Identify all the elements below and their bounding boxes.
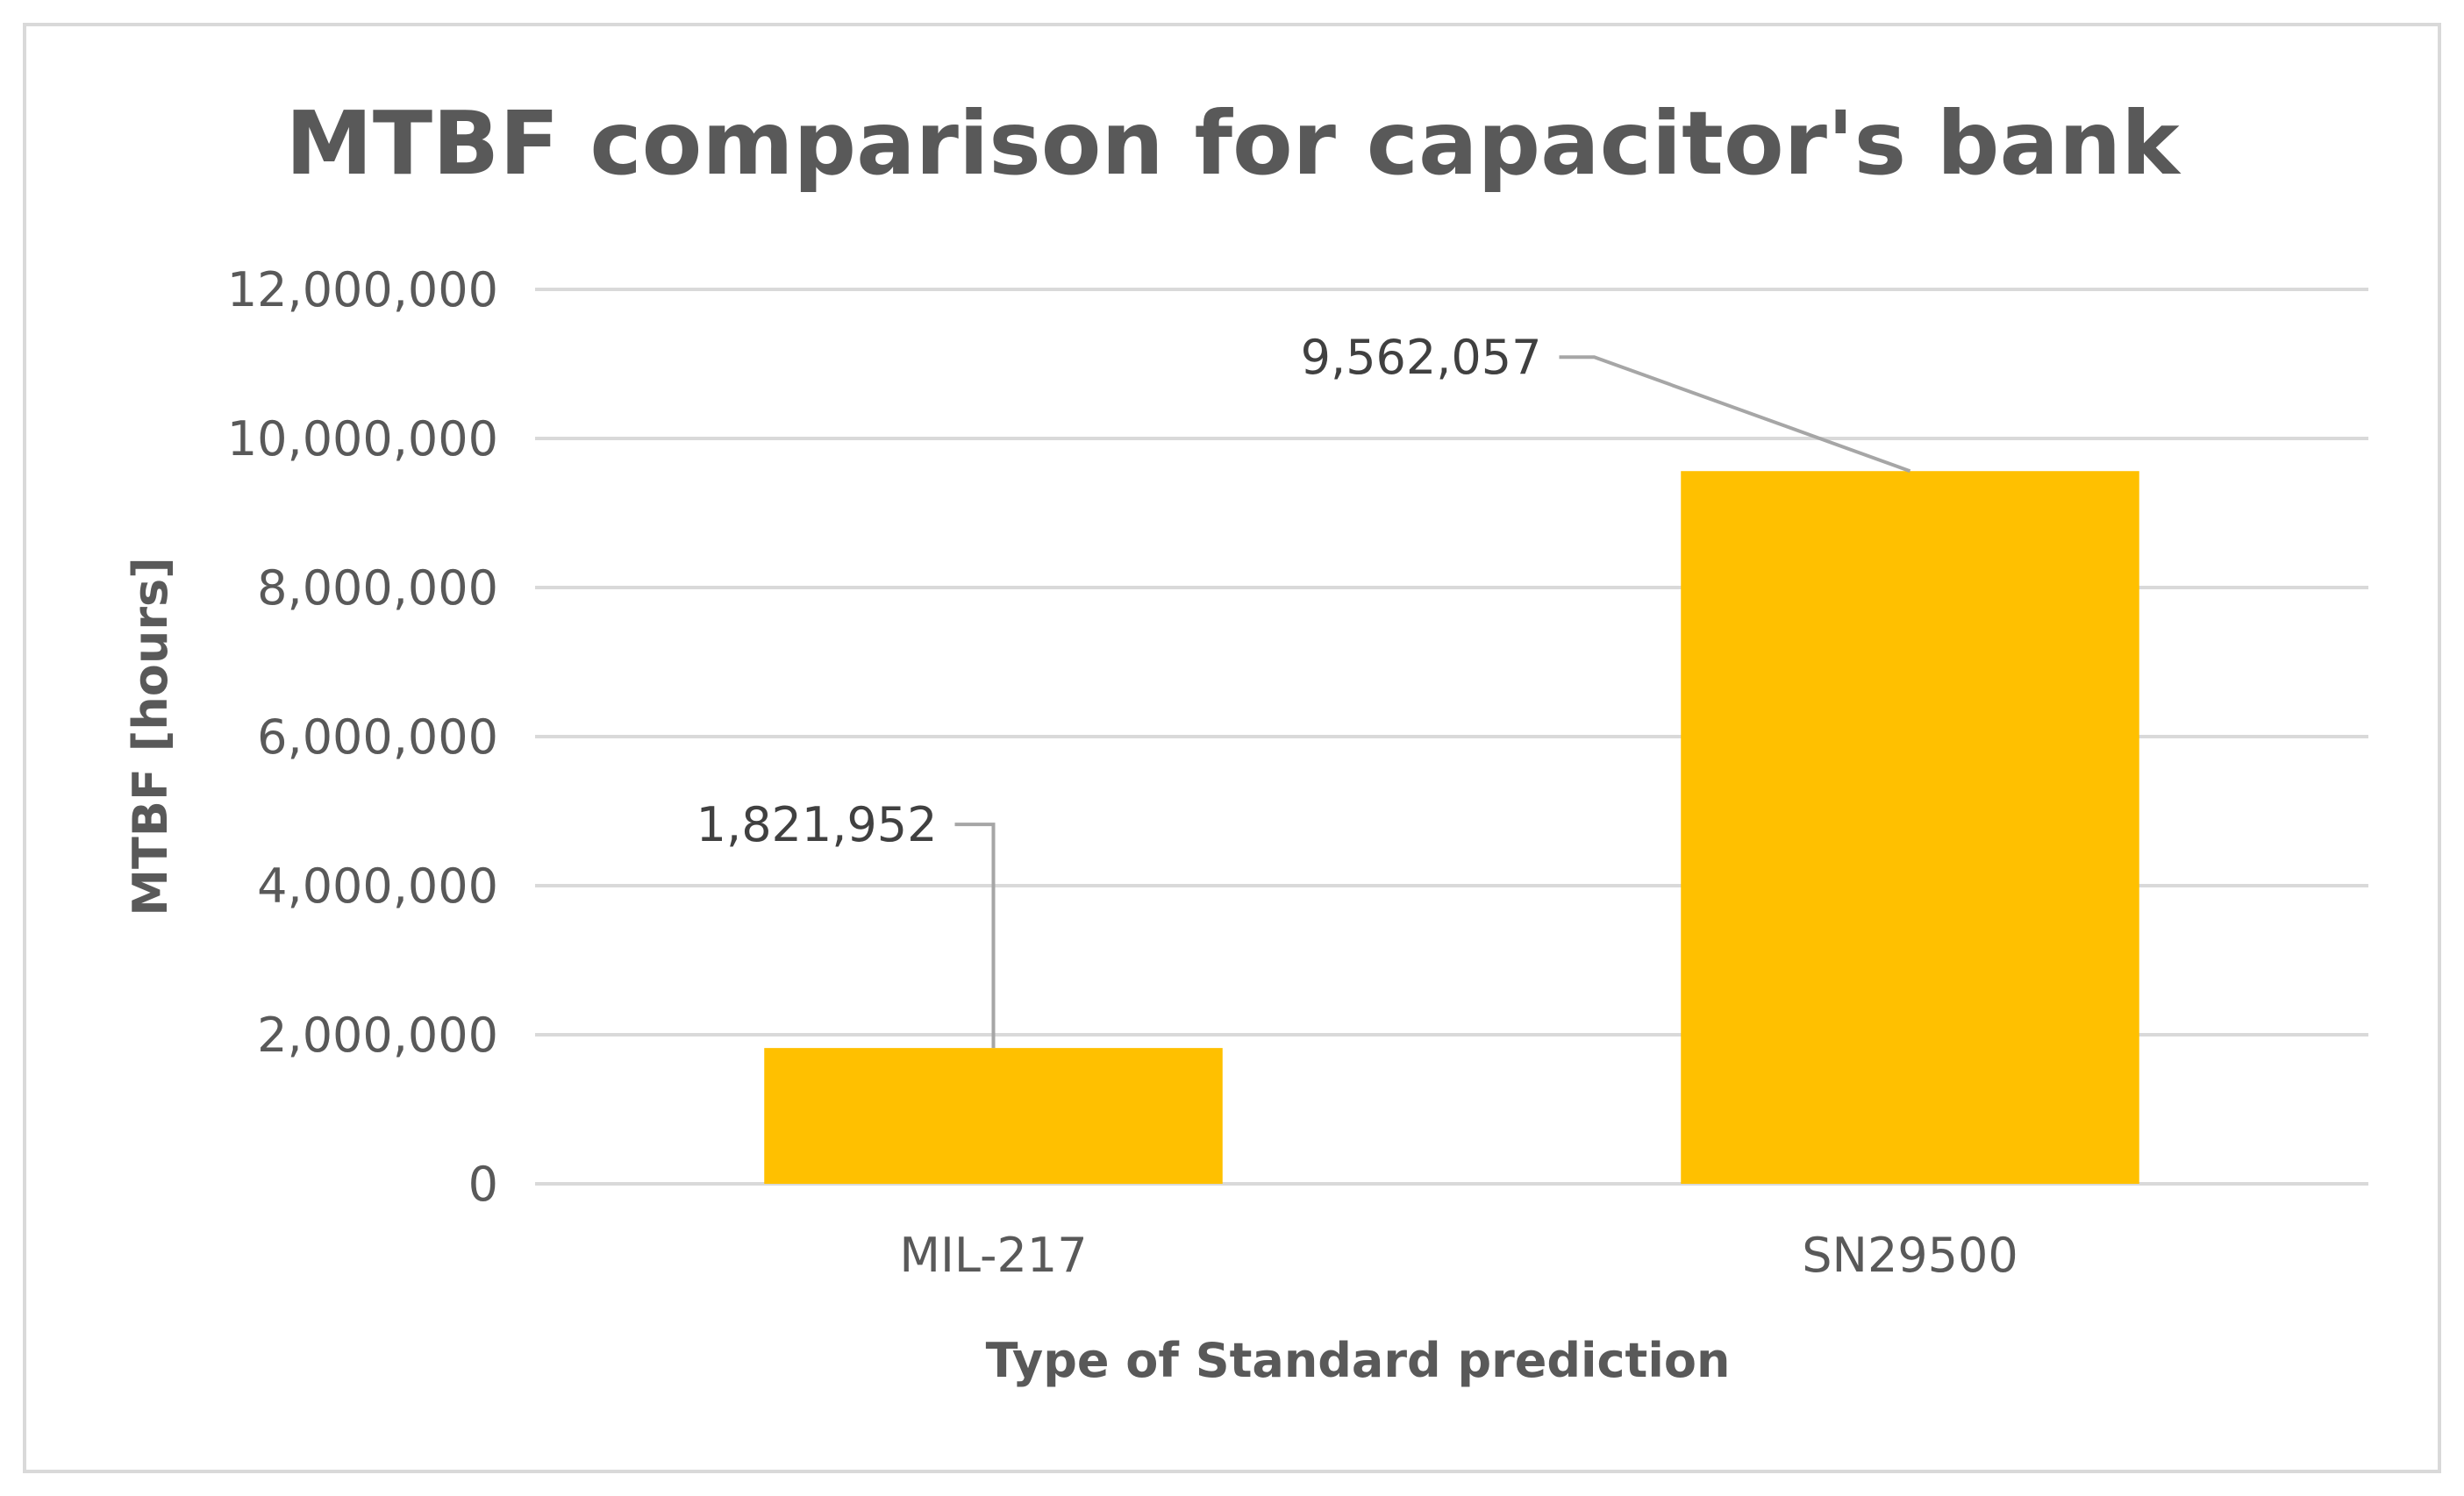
y-tick-label: 2,000,000 <box>257 1008 498 1063</box>
y-tick-label: 12,000,000 <box>227 262 498 317</box>
y-tick-label: 10,000,000 <box>227 411 498 467</box>
data-label-leaders <box>954 355 1911 1049</box>
x-axis-title: Type of Standard prediction <box>986 1333 1731 1388</box>
y-tick-label: 8,000,000 <box>257 560 498 616</box>
y-tick-label: 0 <box>468 1157 498 1212</box>
leader-line <box>954 823 996 1049</box>
chart-title: MTBF comparison for capacitor's bank <box>285 92 2182 195</box>
data-label: 9,562,057 <box>1301 330 1542 385</box>
y-tick-label: 4,000,000 <box>257 858 498 914</box>
y-tick-label: 6,000,000 <box>257 709 498 765</box>
y-axis-title: MTBF [hours] <box>123 557 178 916</box>
bars <box>764 471 2139 1184</box>
x-axis-ticks: MIL-217 SN29500 <box>899 1228 2018 1283</box>
x-tick-label: SN29500 <box>1802 1228 2018 1283</box>
x-tick-label: MIL-217 <box>899 1228 1087 1283</box>
data-labels: 1,821,952 9,562,057 <box>696 330 1542 852</box>
leader-line <box>1559 355 1911 474</box>
bar <box>764 1048 1223 1184</box>
bar <box>1681 471 2139 1184</box>
data-label: 1,821,952 <box>696 797 938 852</box>
y-axis-ticks: 0 2,000,000 4,000,000 6,000,000 8,000,000 10,… <box>227 262 498 1212</box>
